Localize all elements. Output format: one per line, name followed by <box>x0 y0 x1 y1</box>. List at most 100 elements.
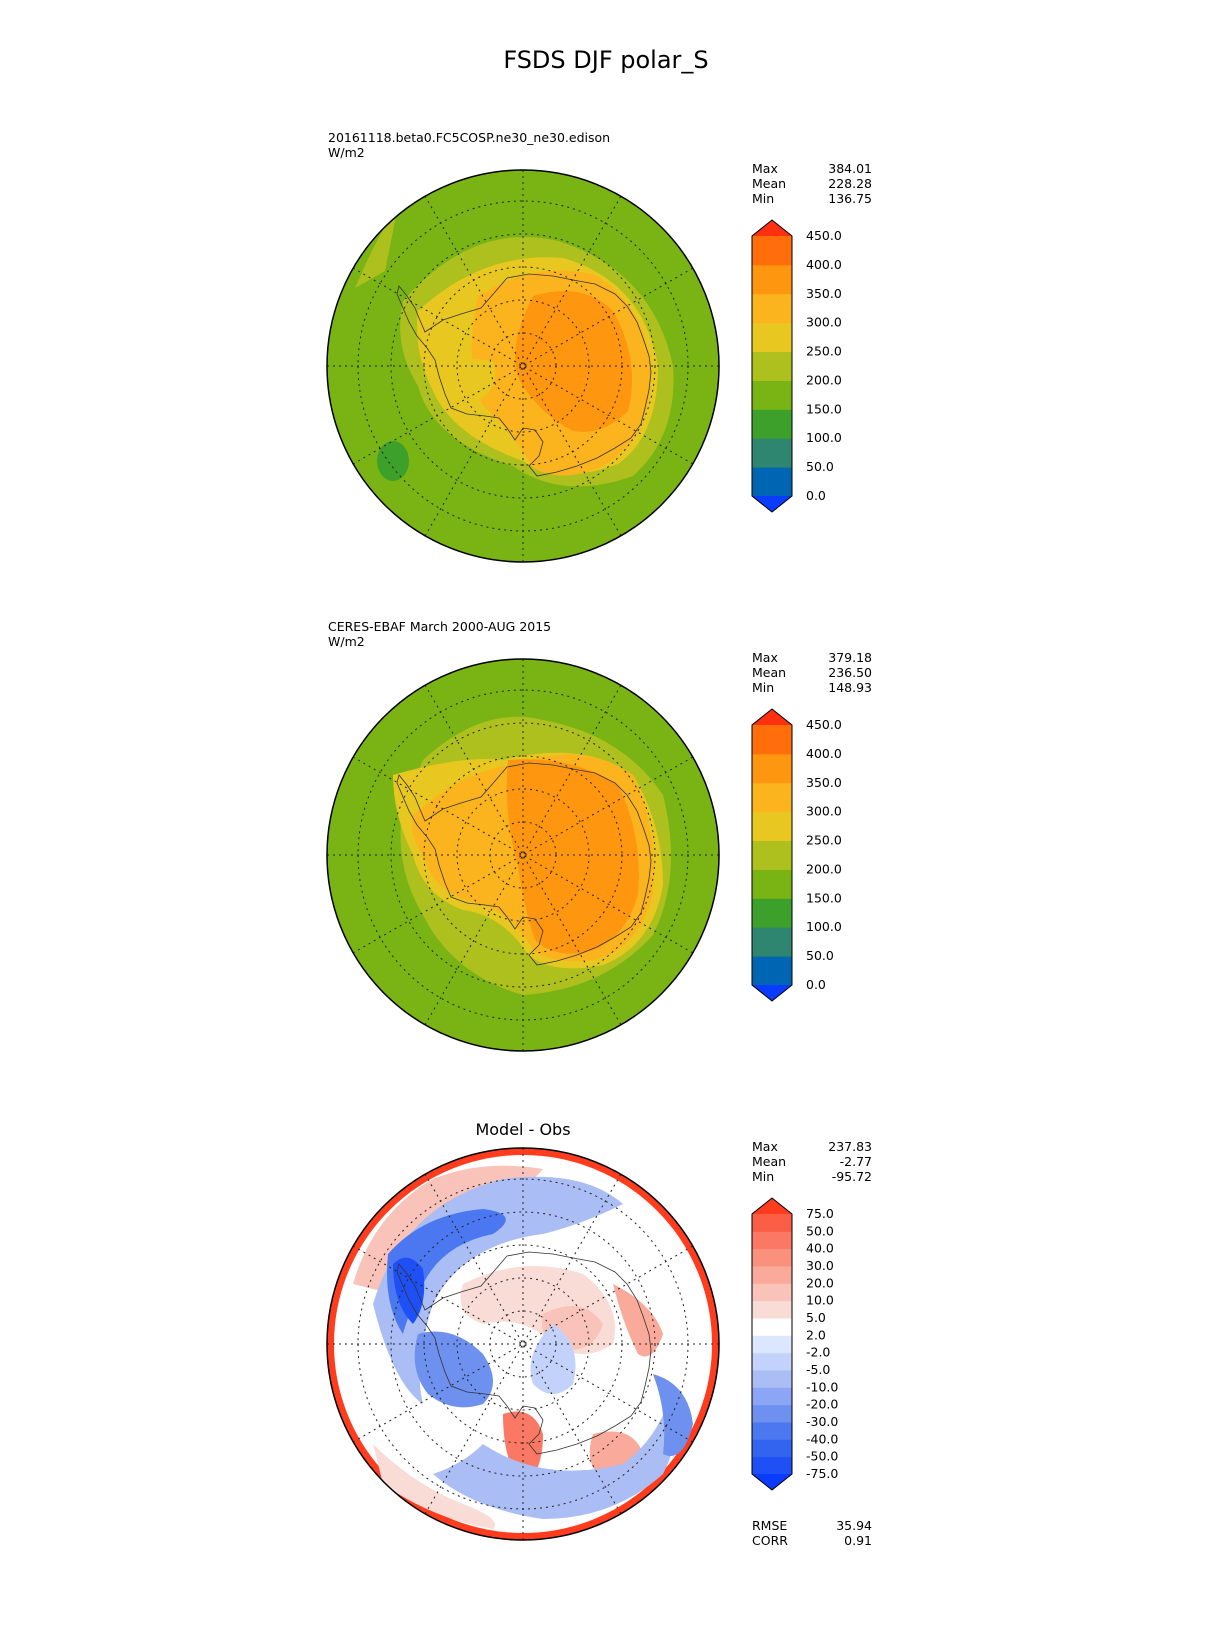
colorbar-tick-label: 450.0 <box>806 717 842 732</box>
colorbar-tick-label: -20.0 <box>806 1397 838 1412</box>
colorbar-tick-label: -2.0 <box>806 1345 830 1360</box>
colorbar-swatch <box>752 1404 792 1423</box>
shading-region <box>506 759 639 954</box>
polar-map <box>327 170 719 562</box>
polar-map <box>327 1148 719 1540</box>
colorbar-swatch <box>752 264 792 295</box>
colorbar-swatch <box>752 1231 792 1250</box>
colorbar-tick-label: -40.0 <box>806 1431 838 1446</box>
colorbar-tick-label: 75.0 <box>806 1206 834 1221</box>
map-boundary <box>326 169 720 563</box>
graticule <box>327 170 719 562</box>
stat-label: Mean <box>752 665 786 680</box>
stat-label: Min <box>752 680 774 695</box>
stats-block: Max 379.18 Mean 236.50 Min 148.93 <box>752 650 872 695</box>
figure-title: FSDS DJF polar_S <box>503 46 708 74</box>
colorbar-tick-label: 0.0 <box>806 977 826 992</box>
colorbar-swatch <box>752 898 792 928</box>
stats-block: Max 384.01 Mean 228.28 Min 136.75 <box>752 161 872 206</box>
colorbar-swatch <box>752 1214 792 1232</box>
colorbar-swatch <box>752 1370 792 1388</box>
shading-region <box>530 1324 576 1394</box>
panel-header-line-2: W/m2 <box>328 145 365 160</box>
footer-stats-block: RMSE 35.94 CORR 0.91 <box>752 1518 872 1548</box>
colorbar-tick-label: 200.0 <box>806 372 842 387</box>
stats-block: Max 237.83 Mean -2.77 Min -95.72 <box>752 1139 872 1184</box>
shading-region <box>355 206 398 288</box>
map-boundary <box>326 658 720 1052</box>
colorbar-swatch <box>752 1300 792 1319</box>
stat-label: Max <box>752 650 778 665</box>
colorbar-tick-label: 150.0 <box>806 401 842 416</box>
stat-label: Max <box>752 161 778 176</box>
shading-region <box>393 1257 425 1324</box>
stat-value: 384.01 <box>828 161 872 176</box>
panel-observations: CERES-EBAF March 2000-AUG 2015 W/m2 <box>326 619 872 1052</box>
shading-region <box>515 291 633 432</box>
colorbar-swatch <box>752 409 792 439</box>
colorbar-swatch <box>752 236 792 266</box>
colorbar-swatch <box>752 322 792 353</box>
colorbar-swatch <box>752 811 792 842</box>
colorbar-swatch <box>752 438 792 468</box>
stat-value: 136.75 <box>828 191 872 206</box>
colorbar-tick-label: -75.0 <box>806 1466 838 1481</box>
colorbar-swatch <box>752 1318 792 1336</box>
colorbar: -75.0 -50.0 -40.0 -30.0 -20.0 -10.0 -5.0 -2.0 2.… <box>751 1197 838 1491</box>
colorbar-swatch <box>752 1456 792 1475</box>
colorbar-tick-label: 150.0 <box>806 890 842 905</box>
colorbar-swatch <box>752 927 792 957</box>
footer-stat-label: RMSE <box>752 1518 787 1533</box>
colorbar-extension-top <box>752 220 792 236</box>
colorbar-swatch <box>752 380 792 410</box>
panel-difference: Model - Obs <box>326 1120 872 1548</box>
panel-header-line-1: 20161118.beta0.FC5COSP.ne30_ne30.edison <box>328 130 610 145</box>
colorbar-swatch <box>752 869 792 899</box>
colorbar-swatch <box>752 293 792 324</box>
colorbar-swatch <box>752 1439 792 1458</box>
footer-stat-label: CORR <box>752 1533 788 1548</box>
colorbar-tick-label: 300.0 <box>806 804 842 819</box>
colorbar-tick-label: -5.0 <box>806 1362 830 1377</box>
shading-region <box>433 1384 679 1519</box>
stat-label: Mean <box>752 1154 786 1169</box>
stat-value: -2.77 <box>840 1154 872 1169</box>
shading-region <box>387 1209 506 1334</box>
colorbar-tick-label: -10.0 <box>806 1379 838 1394</box>
stat-label: Max <box>752 1139 778 1154</box>
stat-label: Min <box>752 1169 774 1184</box>
colorbar-outline <box>751 708 793 1002</box>
colorbar-tick-label: 250.0 <box>806 344 842 359</box>
colorbar-outline <box>751 1197 793 1491</box>
colorbar-swatch <box>752 1422 792 1440</box>
panel-model: 20161118.beta0.FC5COSP.ne30_ne30.edison … <box>326 130 872 563</box>
shading-region <box>377 441 409 481</box>
map-boundary <box>326 1147 720 1541</box>
stat-value: 236.50 <box>828 665 872 680</box>
panel-header-line-1: CERES-EBAF March 2000-AUG 2015 <box>328 619 551 634</box>
stat-value: 379.18 <box>828 650 872 665</box>
shading-region <box>373 1444 495 1529</box>
colorbar-tick-label: 5.0 <box>806 1310 826 1325</box>
stat-value: -95.72 <box>832 1169 872 1184</box>
shading-region <box>613 1284 663 1357</box>
stat-value: 228.28 <box>828 176 872 191</box>
colorbar-extension-bottom <box>752 1474 792 1490</box>
colorbar-extension-top <box>752 1198 792 1214</box>
colorbar-tick-label: 50.0 <box>806 948 834 963</box>
graticule <box>327 659 719 1051</box>
colorbar-swatch <box>752 467 792 497</box>
panel-subtitle: Model - Obs <box>475 1120 570 1139</box>
colorbar-tick-label: 400.0 <box>806 257 842 272</box>
colorbar-outline <box>751 219 793 513</box>
polar-map <box>327 659 719 1051</box>
colorbar: 0.0 50.0 100.0 150.0 200.0 250.0 300.0 350.0 400… <box>751 219 842 513</box>
colorbar-swatch <box>752 1283 792 1302</box>
colorbar: 0.0 50.0 100.0 150.0 200.0 250.0 300.0 350.0 400… <box>751 708 842 1002</box>
colorbar-swatch <box>752 1387 792 1406</box>
colorbar-tick-label: 20.0 <box>806 1275 834 1290</box>
colorbar-swatch <box>752 1335 792 1354</box>
colorbar-swatch <box>752 840 792 870</box>
shading-region <box>653 1374 693 1456</box>
